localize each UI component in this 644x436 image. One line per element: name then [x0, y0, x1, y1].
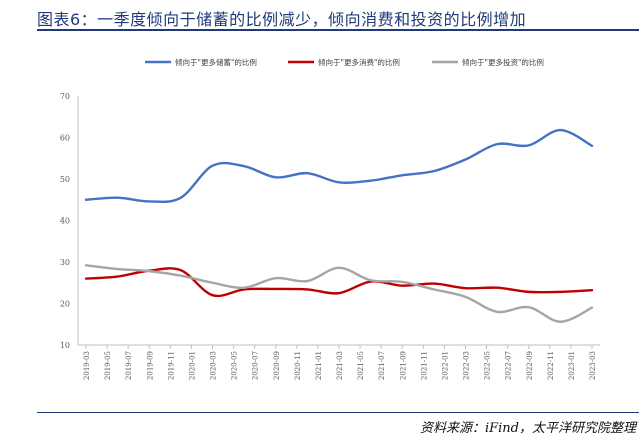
data-point — [528, 145, 530, 147]
title-divider — [37, 29, 639, 31]
x-tick-label: 2020-01 — [188, 351, 196, 380]
data-point — [212, 165, 214, 167]
data-point — [465, 296, 467, 298]
data-point — [307, 172, 309, 174]
x-axis: 2019-03 2019-05 2019-07 2019-09 2019-11 2020-… — [78, 344, 600, 380]
data-point — [307, 280, 309, 282]
x-tick-label: 2021-03 — [336, 351, 344, 380]
data-point — [591, 307, 593, 309]
series-line-2 — [84, 267, 594, 298]
data-point — [307, 289, 309, 291]
footer-divider — [37, 412, 639, 413]
series-lines — [84, 128, 594, 323]
x-tick-label: 2020-09 — [273, 351, 281, 380]
x-tick-label: 2020-05 — [231, 351, 239, 380]
y-tick-label: 10 — [60, 341, 70, 350]
y-tick-label: 40 — [60, 217, 70, 226]
data-point — [338, 267, 340, 269]
data-point — [496, 287, 498, 289]
y-tick-label: 20 — [60, 300, 70, 309]
y-tick-label: 70 — [60, 92, 70, 101]
data-point — [560, 321, 562, 323]
data-point — [496, 143, 498, 145]
x-tick-label: 2019-05 — [104, 351, 112, 380]
data-point — [401, 174, 403, 176]
data-point — [85, 199, 87, 201]
data-point — [401, 285, 403, 287]
x-tick-label: 2019-07 — [125, 351, 133, 380]
x-tick-label: 2019-09 — [146, 351, 154, 380]
data-point — [117, 268, 119, 270]
data-point — [370, 279, 372, 281]
data-point — [180, 270, 182, 272]
chart-legend: 倾向于"更多储蓄"的比例 倾向于"更多消费"的比例 倾向于"更多投资"的比例 — [145, 57, 544, 67]
data-point — [85, 278, 87, 280]
data-point — [433, 170, 435, 172]
data-point — [212, 282, 214, 284]
data-point — [148, 270, 150, 272]
data-point — [591, 289, 593, 291]
legend-label: 倾向于"更多储蓄"的比例 — [175, 57, 257, 67]
legend-label: 倾向于"更多消费"的比例 — [318, 57, 400, 67]
data-point — [560, 129, 562, 131]
x-tick-label: 2021-11 — [420, 351, 428, 380]
x-tick-label: 2022-07 — [505, 351, 513, 380]
data-point — [496, 311, 498, 313]
data-point — [591, 145, 593, 147]
legend-label: 倾向于"更多投资"的比例 — [462, 57, 544, 67]
y-tick-label: 50 — [60, 175, 70, 184]
data-point — [243, 287, 245, 289]
x-tick-label: 2019-11 — [167, 351, 175, 380]
data-point — [85, 265, 87, 267]
data-point — [180, 197, 182, 199]
x-tick-label: 2021-01 — [315, 351, 323, 380]
data-point — [117, 197, 119, 199]
y-tick-label: 60 — [60, 134, 70, 143]
series-line-1 — [84, 128, 594, 203]
data-point — [338, 182, 340, 184]
series-line-3 — [84, 264, 594, 323]
x-tick-label: 2020-11 — [294, 351, 302, 380]
data-point — [275, 277, 277, 279]
x-tick-label: 2020-07 — [252, 351, 260, 380]
x-tick-label: 2021-05 — [357, 351, 365, 380]
data-point — [275, 288, 277, 290]
data-point — [465, 159, 467, 161]
x-tick-label: 2021-09 — [399, 351, 407, 380]
x-tick-label: 2019-03 — [83, 351, 91, 380]
data-point — [180, 275, 182, 277]
data-point — [117, 276, 119, 278]
chart-figure-title: 图表6：一季度倾向于储蓄的比例减少，倾向消费和投资的比例增加 — [37, 10, 527, 29]
data-point — [401, 281, 403, 283]
x-tick-label: 2022-05 — [484, 351, 492, 380]
data-point — [370, 180, 372, 182]
y-tick-label: 30 — [60, 258, 70, 267]
data-point — [338, 292, 340, 294]
data-point — [560, 291, 562, 293]
x-tick-label: 2022-03 — [463, 351, 471, 380]
x-tick-label: 2022-09 — [526, 351, 534, 380]
x-tick-label: 2023-03 — [589, 351, 597, 380]
x-tick-label: 2021-07 — [378, 351, 386, 380]
data-point — [528, 306, 530, 308]
data-point — [243, 165, 245, 167]
data-point — [275, 177, 277, 179]
x-tick-label: 2020-03 — [210, 351, 218, 380]
data-point — [528, 291, 530, 293]
y-axis: 10 20 30 40 50 60 70 — [60, 92, 79, 350]
data-point — [433, 289, 435, 291]
x-tick-label: 2023-01 — [568, 351, 576, 380]
data-point — [148, 201, 150, 203]
source-note: 资料来源：iFind，太平洋研究院整理 — [419, 421, 636, 436]
x-tick-label: 2022-11 — [547, 351, 555, 380]
x-tick-label: 2022-01 — [441, 351, 449, 380]
data-point — [433, 283, 435, 285]
data-point — [212, 294, 214, 296]
data-point — [465, 287, 467, 289]
